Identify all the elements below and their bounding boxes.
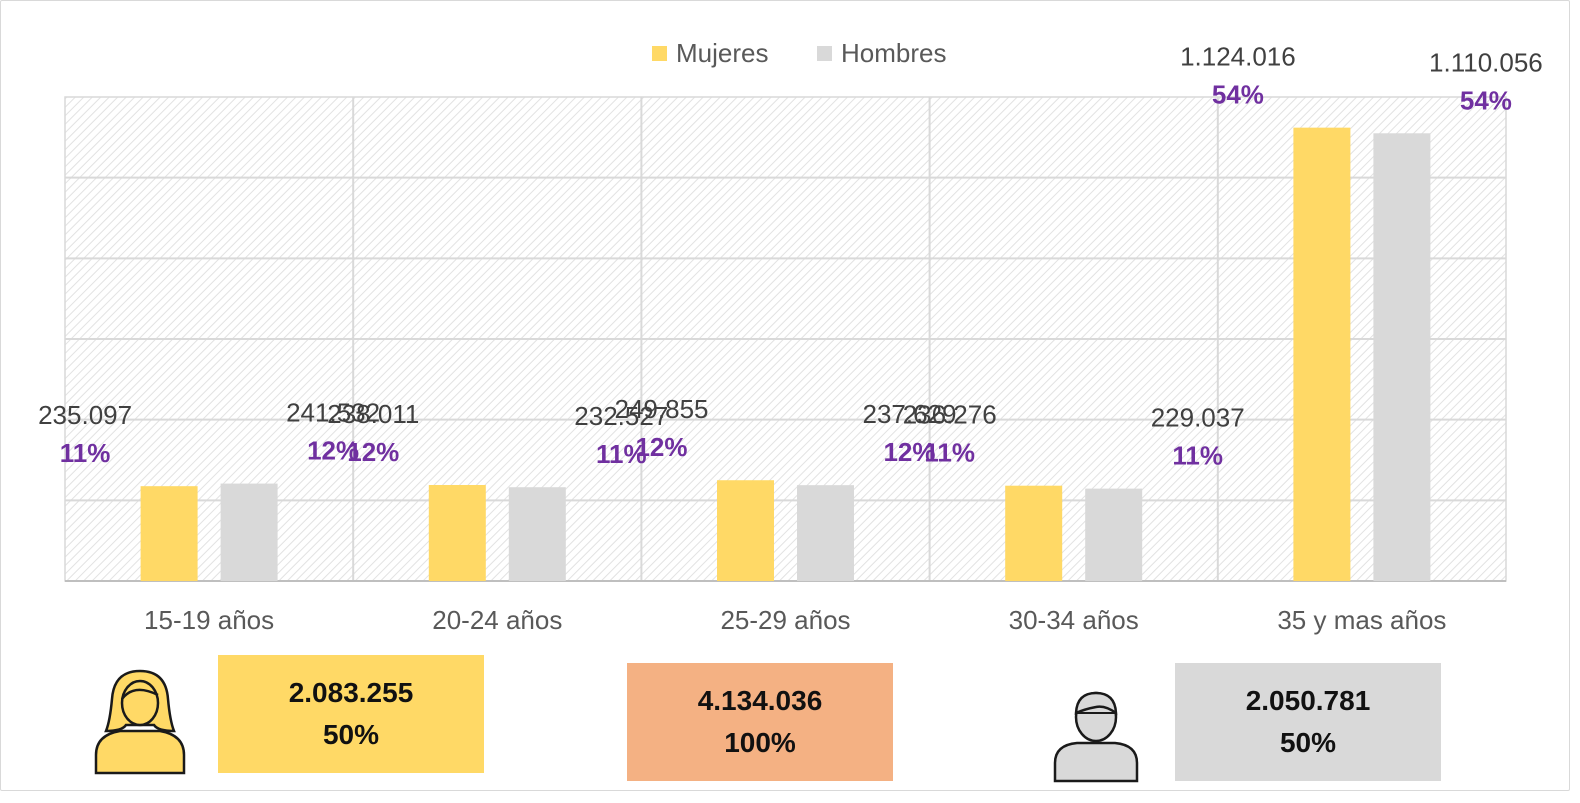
- data-label-pct: 54%: [1460, 85, 1512, 115]
- summary-total-box: 4.134.036 100%: [627, 663, 893, 781]
- bar-hombres: [508, 487, 566, 581]
- x-tick-label: 30-34 años: [1009, 605, 1139, 635]
- data-label-value: 238.011: [327, 399, 419, 429]
- summary-mujeres-value: 2.083.255: [288, 677, 414, 708]
- data-label-pct: 11%: [924, 438, 975, 468]
- legend-label-mujeres: Mujeres: [676, 38, 768, 68]
- bar-mujeres: [717, 480, 774, 581]
- bar-hombres: [1085, 488, 1143, 581]
- summary-total-pct: 100%: [724, 727, 796, 758]
- data-label-pct: 54%: [1212, 80, 1264, 110]
- legend-swatch-hombres: [817, 46, 832, 61]
- data-label-value: 241.532: [286, 398, 380, 428]
- data-label-pct: 11%: [596, 439, 647, 469]
- data-label-pct: 12%: [635, 432, 687, 462]
- x-tick-label: 15-19 años: [144, 605, 274, 635]
- data-label-value: 232.527: [574, 401, 668, 431]
- data-label-pct: 12%: [883, 437, 935, 467]
- data-label-value: 1.124.016: [1180, 42, 1296, 72]
- data-label-pct: 11%: [60, 438, 111, 468]
- data-label-value: 237.629: [863, 399, 957, 429]
- summary-hombres-value: 2.050.781: [1245, 685, 1371, 716]
- legend-label-hombres: Hombres: [841, 38, 946, 68]
- data-label-value: 249.855: [615, 394, 709, 424]
- legend-swatch-mujeres: [652, 46, 667, 61]
- data-label-value: 236.276: [903, 400, 997, 430]
- summary-mujeres-pct: 50%: [322, 719, 380, 750]
- chart-frame: Mujeres Hombres 235.097 11% 241.532 12% 238.0…: [0, 0, 1570, 791]
- bar-mujeres: [1293, 127, 1351, 581]
- x-tick-label: 25-29 años: [720, 605, 850, 635]
- data-label-value: 235.097: [38, 400, 132, 430]
- x-tick-label: 20-24 años: [432, 605, 562, 635]
- bar-mujeres: [428, 485, 486, 581]
- bar-hombres: [1373, 133, 1431, 582]
- x-tick-label: 35 y mas años: [1277, 605, 1446, 635]
- bar-hombres: [220, 483, 278, 581]
- bar-mujeres: [140, 486, 198, 581]
- bar-hombres: [797, 485, 854, 581]
- man-icon: [1053, 691, 1139, 783]
- data-label-pct: 11%: [1172, 441, 1223, 471]
- bar-mujeres: [1005, 485, 1063, 581]
- data-label-value: 229.037: [1151, 403, 1245, 433]
- data-label-pct: 12%: [347, 437, 399, 467]
- summary-mujeres-box: 2.083.255 50%: [218, 655, 484, 773]
- bar-chart: Mujeres Hombres 235.097 11% 241.532 12% 238.0…: [38, 38, 1543, 635]
- summary-hombres-pct: 50%: [1279, 727, 1337, 758]
- summary-hombres-box: 2.050.781 50%: [1175, 663, 1441, 781]
- data-label-value: 1.110.056: [1429, 47, 1543, 77]
- data-label-pct: 12%: [307, 436, 359, 466]
- summary-total-value: 4.134.036: [697, 685, 823, 716]
- woman-icon: [94, 669, 186, 775]
